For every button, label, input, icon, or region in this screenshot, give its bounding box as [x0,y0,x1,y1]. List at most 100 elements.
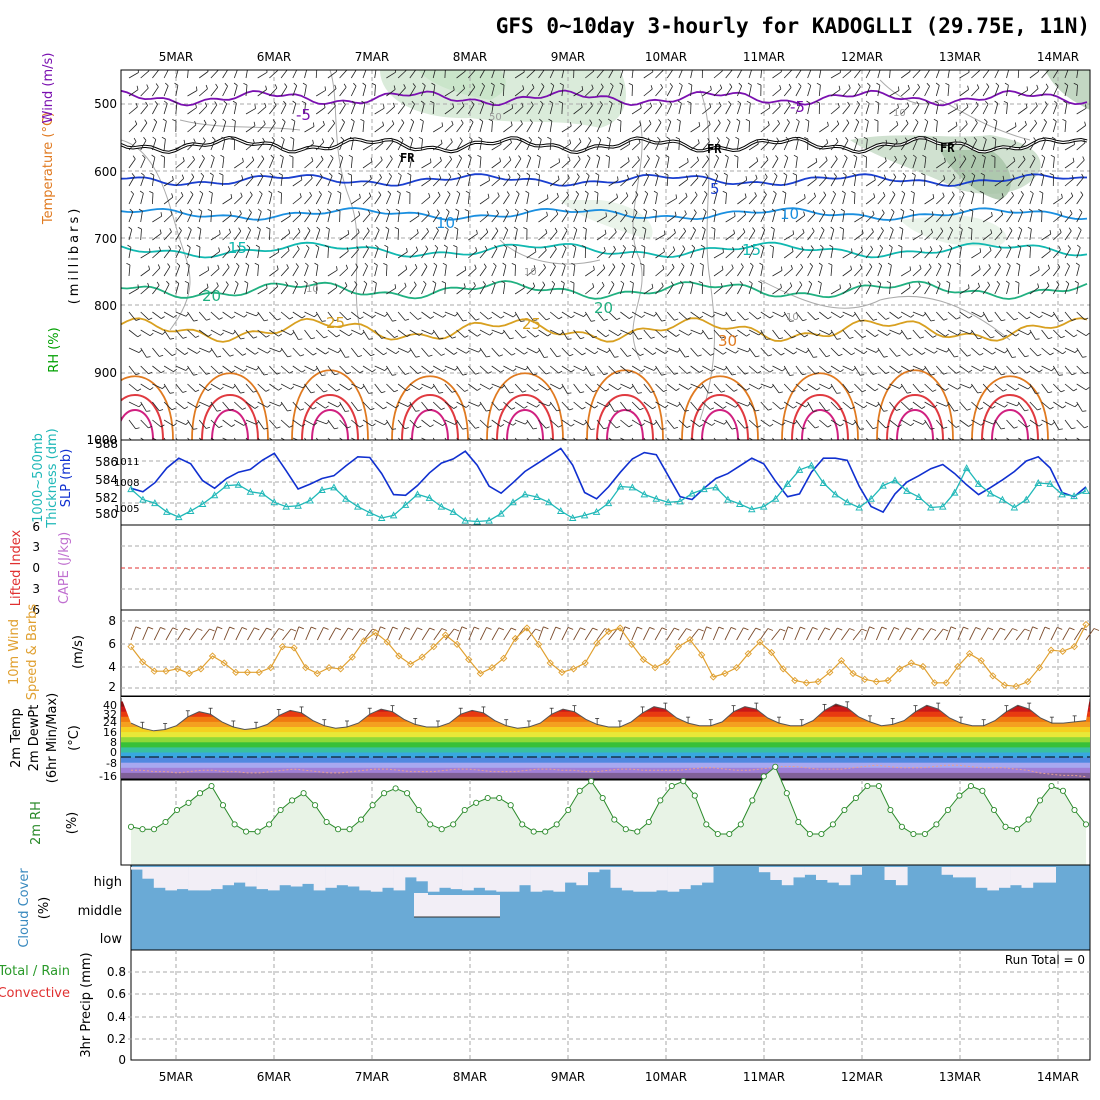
wind-barb-flag [239,210,242,214]
rh2m-marker [806,830,813,838]
wind-barb-flag [278,333,283,337]
wind-barb-flag [150,172,155,176]
wind-barb-flag [943,426,948,429]
wind-barb [748,329,760,336]
wind-barb [222,121,227,133]
wind-barb-flag [698,122,701,127]
wind-barb [982,232,993,241]
wind-barb-flag [242,353,247,356]
wind-barb-flag [160,316,165,319]
wind-barb-flag [804,194,806,199]
wind-barb-flag [652,352,657,355]
wind-barb [1053,232,1062,241]
wind-barb-flag [831,208,836,212]
wind-barb-flag [213,119,217,123]
wind-barb-flag [980,422,985,426]
rh2m-marker [645,818,652,826]
wind-barb-flag [816,387,821,391]
wind-barb [585,401,595,409]
wind-barb-flag [253,121,256,126]
wind-barb-flag [510,121,513,126]
wind-barb [935,283,941,295]
wind-barb-flag [138,349,143,353]
wind-barb-flag [474,264,477,269]
wind-barb-flag [301,100,306,104]
contour-heat [681,375,759,440]
wind10m-marker [336,665,345,673]
wind-barb-flag [557,175,560,180]
wind-barb [549,248,557,259]
wind-barb-flag [384,421,388,426]
wind-barb [842,193,846,205]
wind-barb [351,365,361,374]
wind-barb [760,347,769,357]
wind-barb-flag [839,226,844,230]
wind-barb [959,89,969,97]
wind-barb [596,437,600,440]
wind-barb [327,287,337,295]
wind-barb-flag [135,373,140,376]
wind-barb [234,178,244,187]
wind-barb-flag [769,244,774,248]
wind-barb [432,85,436,97]
wind-barb-flag [331,137,335,142]
wind-barb [842,365,853,371]
wind-barb [713,286,723,295]
wind-barb [210,104,218,115]
wind-barb [959,211,964,223]
temp-y-axis: 40 32 24 16 8 0 -8 -16 [99,699,117,783]
wind-barb [1029,158,1036,169]
wind-barb [374,419,385,426]
wind-barb-flag [253,336,258,339]
wind-barb [351,437,357,440]
wind-barb [327,383,337,392]
wind-barb [573,124,582,133]
wind-barb-flag [581,406,586,410]
wind-barb [737,139,740,151]
wind10m-barb-flag [229,626,235,630]
wind-barb [222,157,225,169]
wind-barb-flag [330,155,334,159]
wind-barb-flag [897,424,902,428]
wind-barb-flag [708,337,713,340]
wind-barb [982,311,989,322]
wind-barb [631,194,639,205]
wind-barb [526,286,535,295]
wind-barb-flag [1082,410,1087,412]
wind-barb-flag [404,427,409,430]
wind-barb [1052,284,1060,295]
wind-barb [269,105,277,115]
wind-barb-flag [1037,283,1040,288]
rh2m-marker [726,830,733,838]
contour-heat [781,372,859,440]
wind10m-barb [1085,628,1095,641]
wind-barb-flag [449,155,453,160]
contour-heat [121,375,174,440]
wind-barb-flag [535,334,539,338]
wind-barb [304,347,314,356]
wind-barb-flag [262,137,265,142]
wind-barb [631,283,634,295]
wind-barb-flag [910,422,915,427]
wind-barb-flag [138,403,143,408]
wind-barb [889,347,897,357]
thickness-marker [664,498,672,506]
wind-barb-flag [746,387,750,391]
wind-barb [491,311,502,319]
wind-barb-flag [617,119,622,122]
wind-barb [608,121,612,133]
wind-barb [1006,160,1016,169]
wind-barb [397,401,409,407]
wind-barb [315,124,325,133]
wind-barb-flag [740,263,744,268]
wind-barb-flag [566,191,570,196]
wind-barb-flag [372,314,376,319]
temp-band [121,772,1090,779]
wind-barb [491,213,499,223]
wind-barb-flag [160,155,165,158]
wind10m-barb [945,626,952,641]
wind-barb-flag [956,262,961,266]
wind-barb [585,329,594,339]
wind-barb [503,84,505,97]
wind-barb [924,437,928,440]
